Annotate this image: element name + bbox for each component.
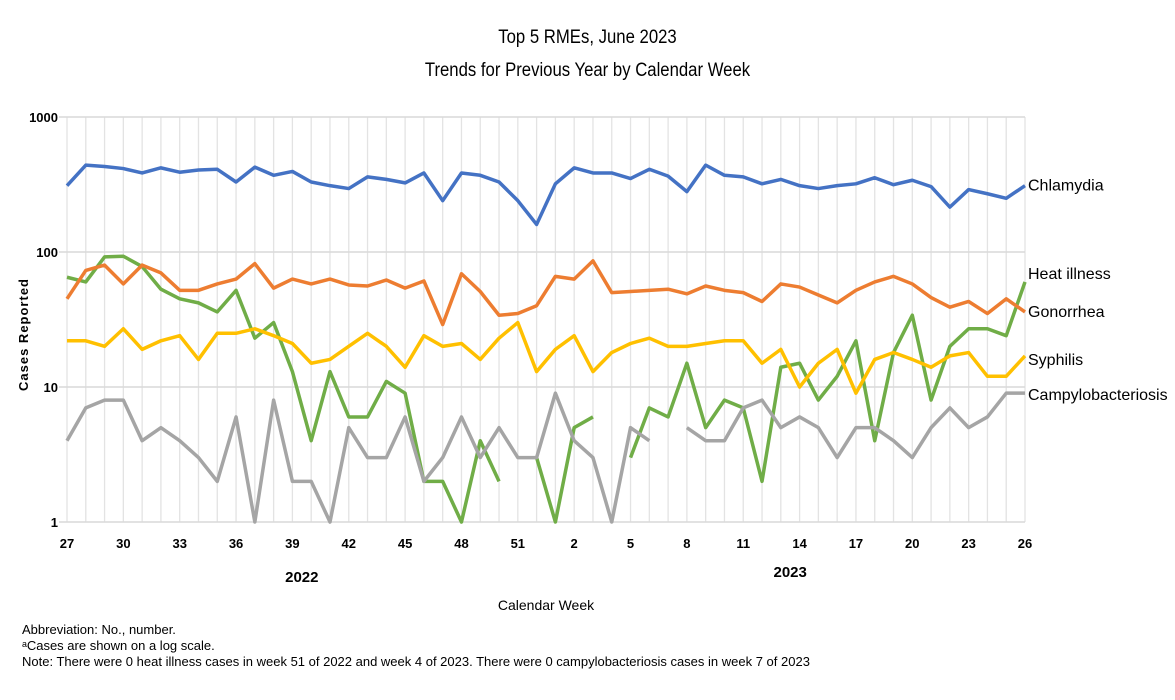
series-line-syphilis (67, 320, 1027, 395)
x-tick-label: 27 (60, 536, 74, 551)
series-label-heat-illness: Heat illness (1028, 266, 1111, 283)
x-tick-label: 33 (172, 536, 186, 551)
x-tick-label: 23 (961, 536, 975, 551)
series-line-heat-illness (66, 254, 501, 524)
chart-subtitle: Trends for Previous Year by Calendar Wee… (424, 60, 751, 81)
year-label-2022: 2022 (285, 569, 318, 586)
y-tick-label: 1000 (29, 110, 58, 125)
y-axis-title: Cases Reported (16, 278, 31, 391)
y-tick-label: 10 (44, 380, 58, 395)
x-tick-label: 45 (398, 536, 412, 551)
note-abbreviation: Abbreviation: No., number. (22, 622, 176, 637)
x-tick-label: 8 (683, 536, 690, 551)
x-tick-label: 42 (342, 536, 356, 551)
x-tick-label: 48 (454, 536, 468, 551)
chart-notes: Abbreviation: No., number. ᵃCases are sh… (22, 622, 810, 670)
x-tick-label: 26 (1018, 536, 1032, 551)
x-tick-label: 51 (511, 536, 525, 551)
y-tick-label: 100 (36, 245, 58, 260)
y-tick-label: 1 (51, 515, 58, 530)
chart-title: Top 5 RMEs, June 2023 (498, 27, 677, 48)
note-log-scale: ᵃCases are shown on a log scale. (22, 638, 215, 653)
series-label-gonorrhea: Gonorrhea (1028, 304, 1105, 321)
x-tick-label: 17 (849, 536, 863, 551)
x-tick-label: 30 (116, 536, 130, 551)
series-line-chlamydia (65, 163, 1026, 227)
series-label-campylobacteriosis: Campylobacteriosis (1028, 387, 1168, 404)
series-label-syphilis: Syphilis (1028, 352, 1083, 369)
x-tick-label: 36 (229, 536, 243, 551)
x-tick-label: 11 (736, 536, 750, 551)
series-line-gonorrhea (65, 259, 1027, 327)
x-axis-title: Calendar Week (498, 597, 595, 613)
series-line-heat-illness (534, 415, 594, 524)
x-tick-label: 2 (571, 536, 578, 551)
year-label-2023: 2023 (774, 564, 807, 581)
x-tick-label: 14 (792, 536, 807, 551)
x-tick-label: 39 (285, 536, 299, 551)
note-zero-cases: Note: There were 0 heat illness cases in… (22, 654, 810, 669)
x-tick-label: 20 (905, 536, 919, 551)
series-label-chlamydia: Chlamydia (1028, 178, 1104, 195)
x-tick-label: 5 (627, 536, 634, 551)
series-line-heat-illness (628, 281, 1027, 484)
series-line-campylobacteriosis (65, 391, 651, 524)
